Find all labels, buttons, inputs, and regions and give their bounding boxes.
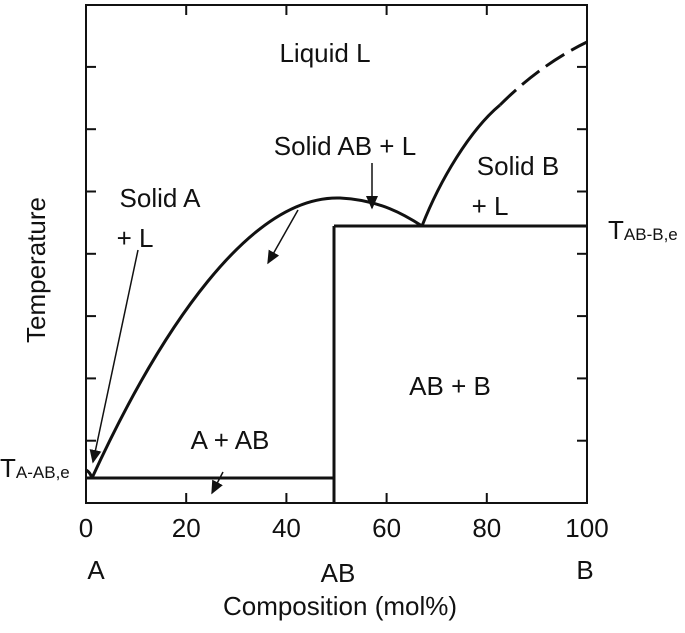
region-label: + L <box>117 223 154 253</box>
component-label: AB <box>321 558 356 588</box>
region-label: Solid AB + L <box>274 131 416 161</box>
x-tick-label: 40 <box>272 513 301 543</box>
x-tick-label: 100 <box>565 513 608 543</box>
component-label: A <box>87 555 105 585</box>
region-label: AB + B <box>409 371 491 401</box>
arrows <box>89 163 378 495</box>
liquidus-b-dashed <box>498 40 588 107</box>
x-axis-label: Composition (mol%) <box>223 591 457 621</box>
eutectic-label: TAB-B,e <box>608 215 678 245</box>
component-label: B <box>576 555 593 585</box>
region-label: + L <box>472 191 509 221</box>
x-tick-label: 20 <box>172 513 201 543</box>
region-label: Solid B <box>477 151 559 181</box>
y-ticks <box>86 65 587 442</box>
x-tick-label: 80 <box>472 513 501 543</box>
liquidus-b <box>420 103 501 227</box>
region-label: Liquid L <box>279 38 370 68</box>
y-axis-label: Temperature <box>21 197 51 343</box>
liquidus-a-ab <box>90 196 423 479</box>
eutectic-label: TA-AB,e <box>0 453 70 483</box>
region-label: A + AB <box>191 425 270 455</box>
x-ticks: 0 20 40 60 80 100 <box>79 5 609 543</box>
region-label: Solid A <box>120 183 202 213</box>
x-tick-label: 0 <box>79 513 93 543</box>
plot-frame <box>85 4 588 504</box>
x-tick-label: 60 <box>372 513 401 543</box>
